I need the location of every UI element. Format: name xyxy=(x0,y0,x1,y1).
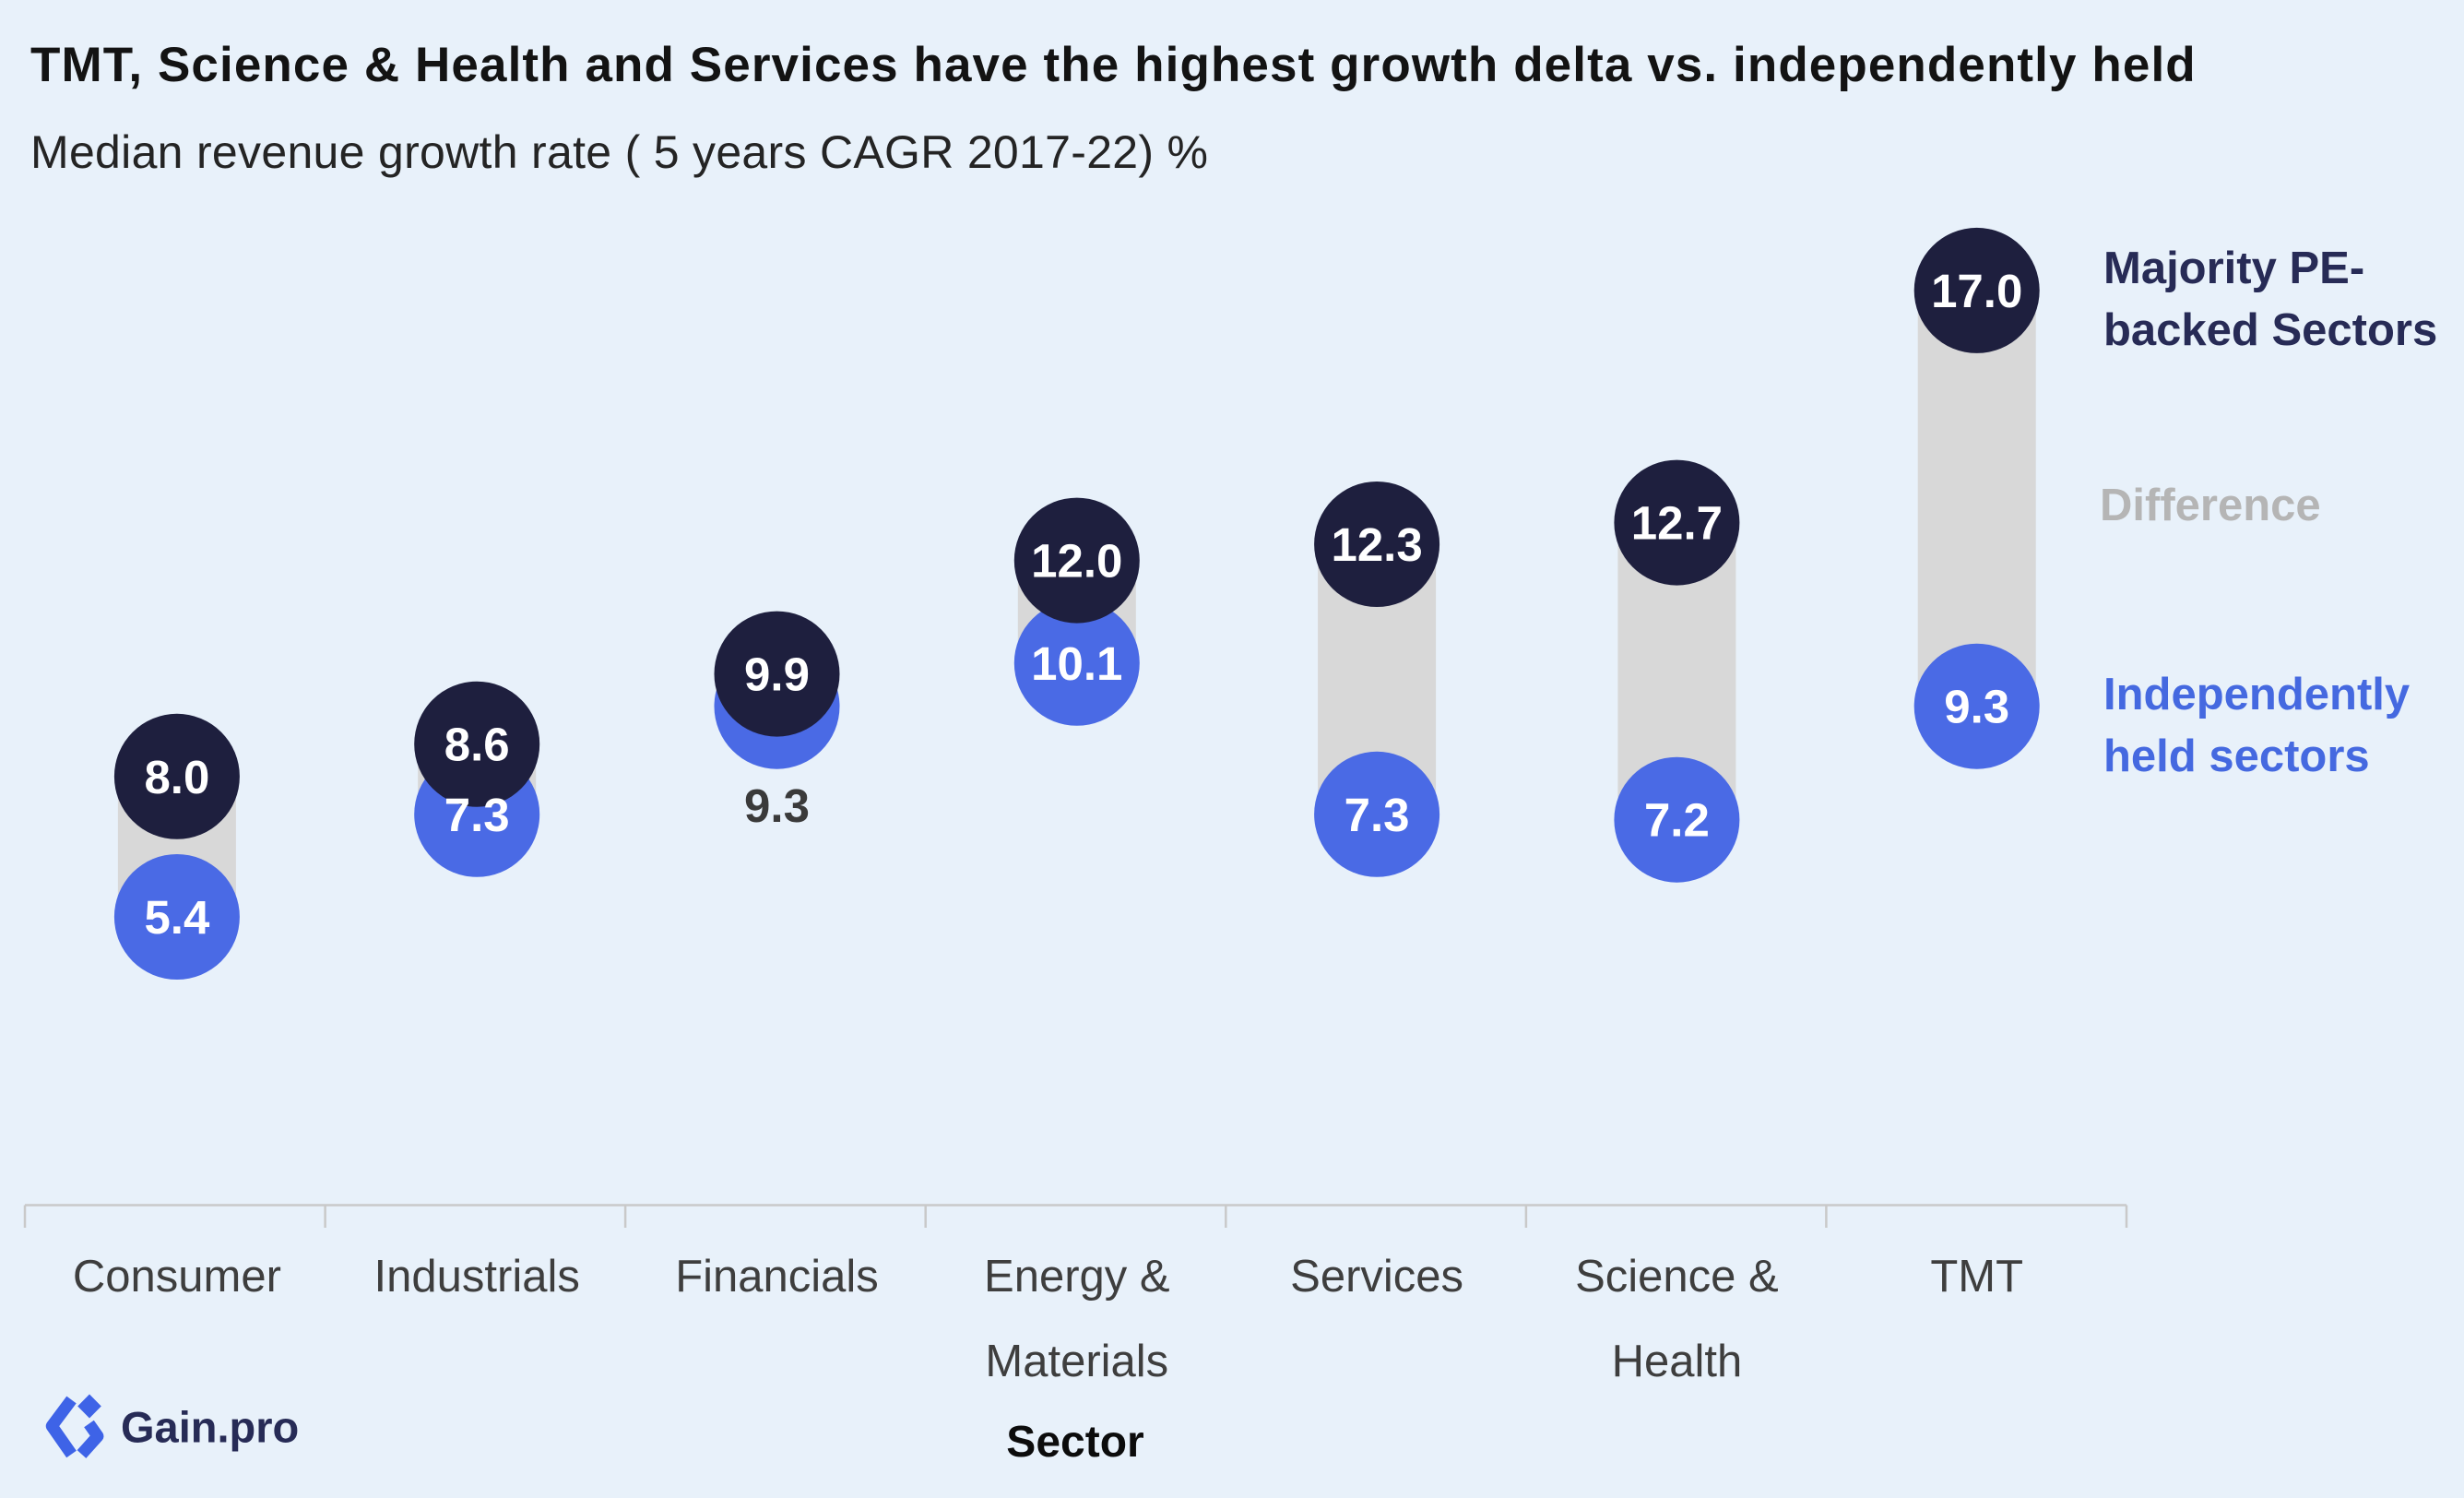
svg-text:12.7: 12.7 xyxy=(1631,497,1723,550)
svg-text:17.0: 17.0 xyxy=(1931,265,2022,317)
svg-text:backed Sectors: backed Sectors xyxy=(2103,305,2437,355)
svg-text:TMT: TMT xyxy=(1930,1252,2023,1302)
svg-text:Industrials: Industrials xyxy=(374,1252,580,1302)
svg-text:Materials: Materials xyxy=(985,1337,1168,1386)
svg-text:Energy &: Energy & xyxy=(984,1252,1170,1302)
svg-text:Difference: Difference xyxy=(2100,481,2321,530)
svg-text:Median revenue growth rate ( 5: Median revenue growth rate ( 5 years CAG… xyxy=(30,126,1208,178)
svg-text:7.3: 7.3 xyxy=(444,789,510,841)
svg-text:Financials: Financials xyxy=(675,1252,879,1302)
svg-text:TMT, Science & Health and Serv: TMT, Science & Health and Services have … xyxy=(30,38,2197,92)
svg-text:held sectors: held sectors xyxy=(2103,731,2370,781)
svg-text:5.4: 5.4 xyxy=(144,891,210,944)
svg-text:7.3: 7.3 xyxy=(1345,789,1410,841)
svg-text:Consumer: Consumer xyxy=(73,1252,281,1302)
svg-text:7.2: 7.2 xyxy=(1644,794,1710,847)
svg-text:9.3: 9.3 xyxy=(1944,681,2009,733)
svg-text:12.0: 12.0 xyxy=(1031,535,1122,588)
svg-text:Health: Health xyxy=(1612,1337,1743,1386)
svg-text:10.1: 10.1 xyxy=(1031,637,1122,690)
svg-text:8.0: 8.0 xyxy=(144,751,209,803)
svg-text:12.3: 12.3 xyxy=(1331,518,1422,571)
svg-text:8.6: 8.6 xyxy=(444,719,510,771)
svg-text:Gain.pro: Gain.pro xyxy=(121,1403,299,1452)
svg-text:Science &: Science & xyxy=(1575,1252,1779,1302)
svg-text:Sector: Sector xyxy=(1006,1418,1143,1467)
svg-text:Majority PE-: Majority PE- xyxy=(2103,244,2364,293)
svg-text:Independently: Independently xyxy=(2103,670,2410,719)
svg-text:Services: Services xyxy=(1290,1252,1463,1302)
svg-text:9.9: 9.9 xyxy=(744,648,810,701)
svg-text:9.3: 9.3 xyxy=(744,779,810,832)
